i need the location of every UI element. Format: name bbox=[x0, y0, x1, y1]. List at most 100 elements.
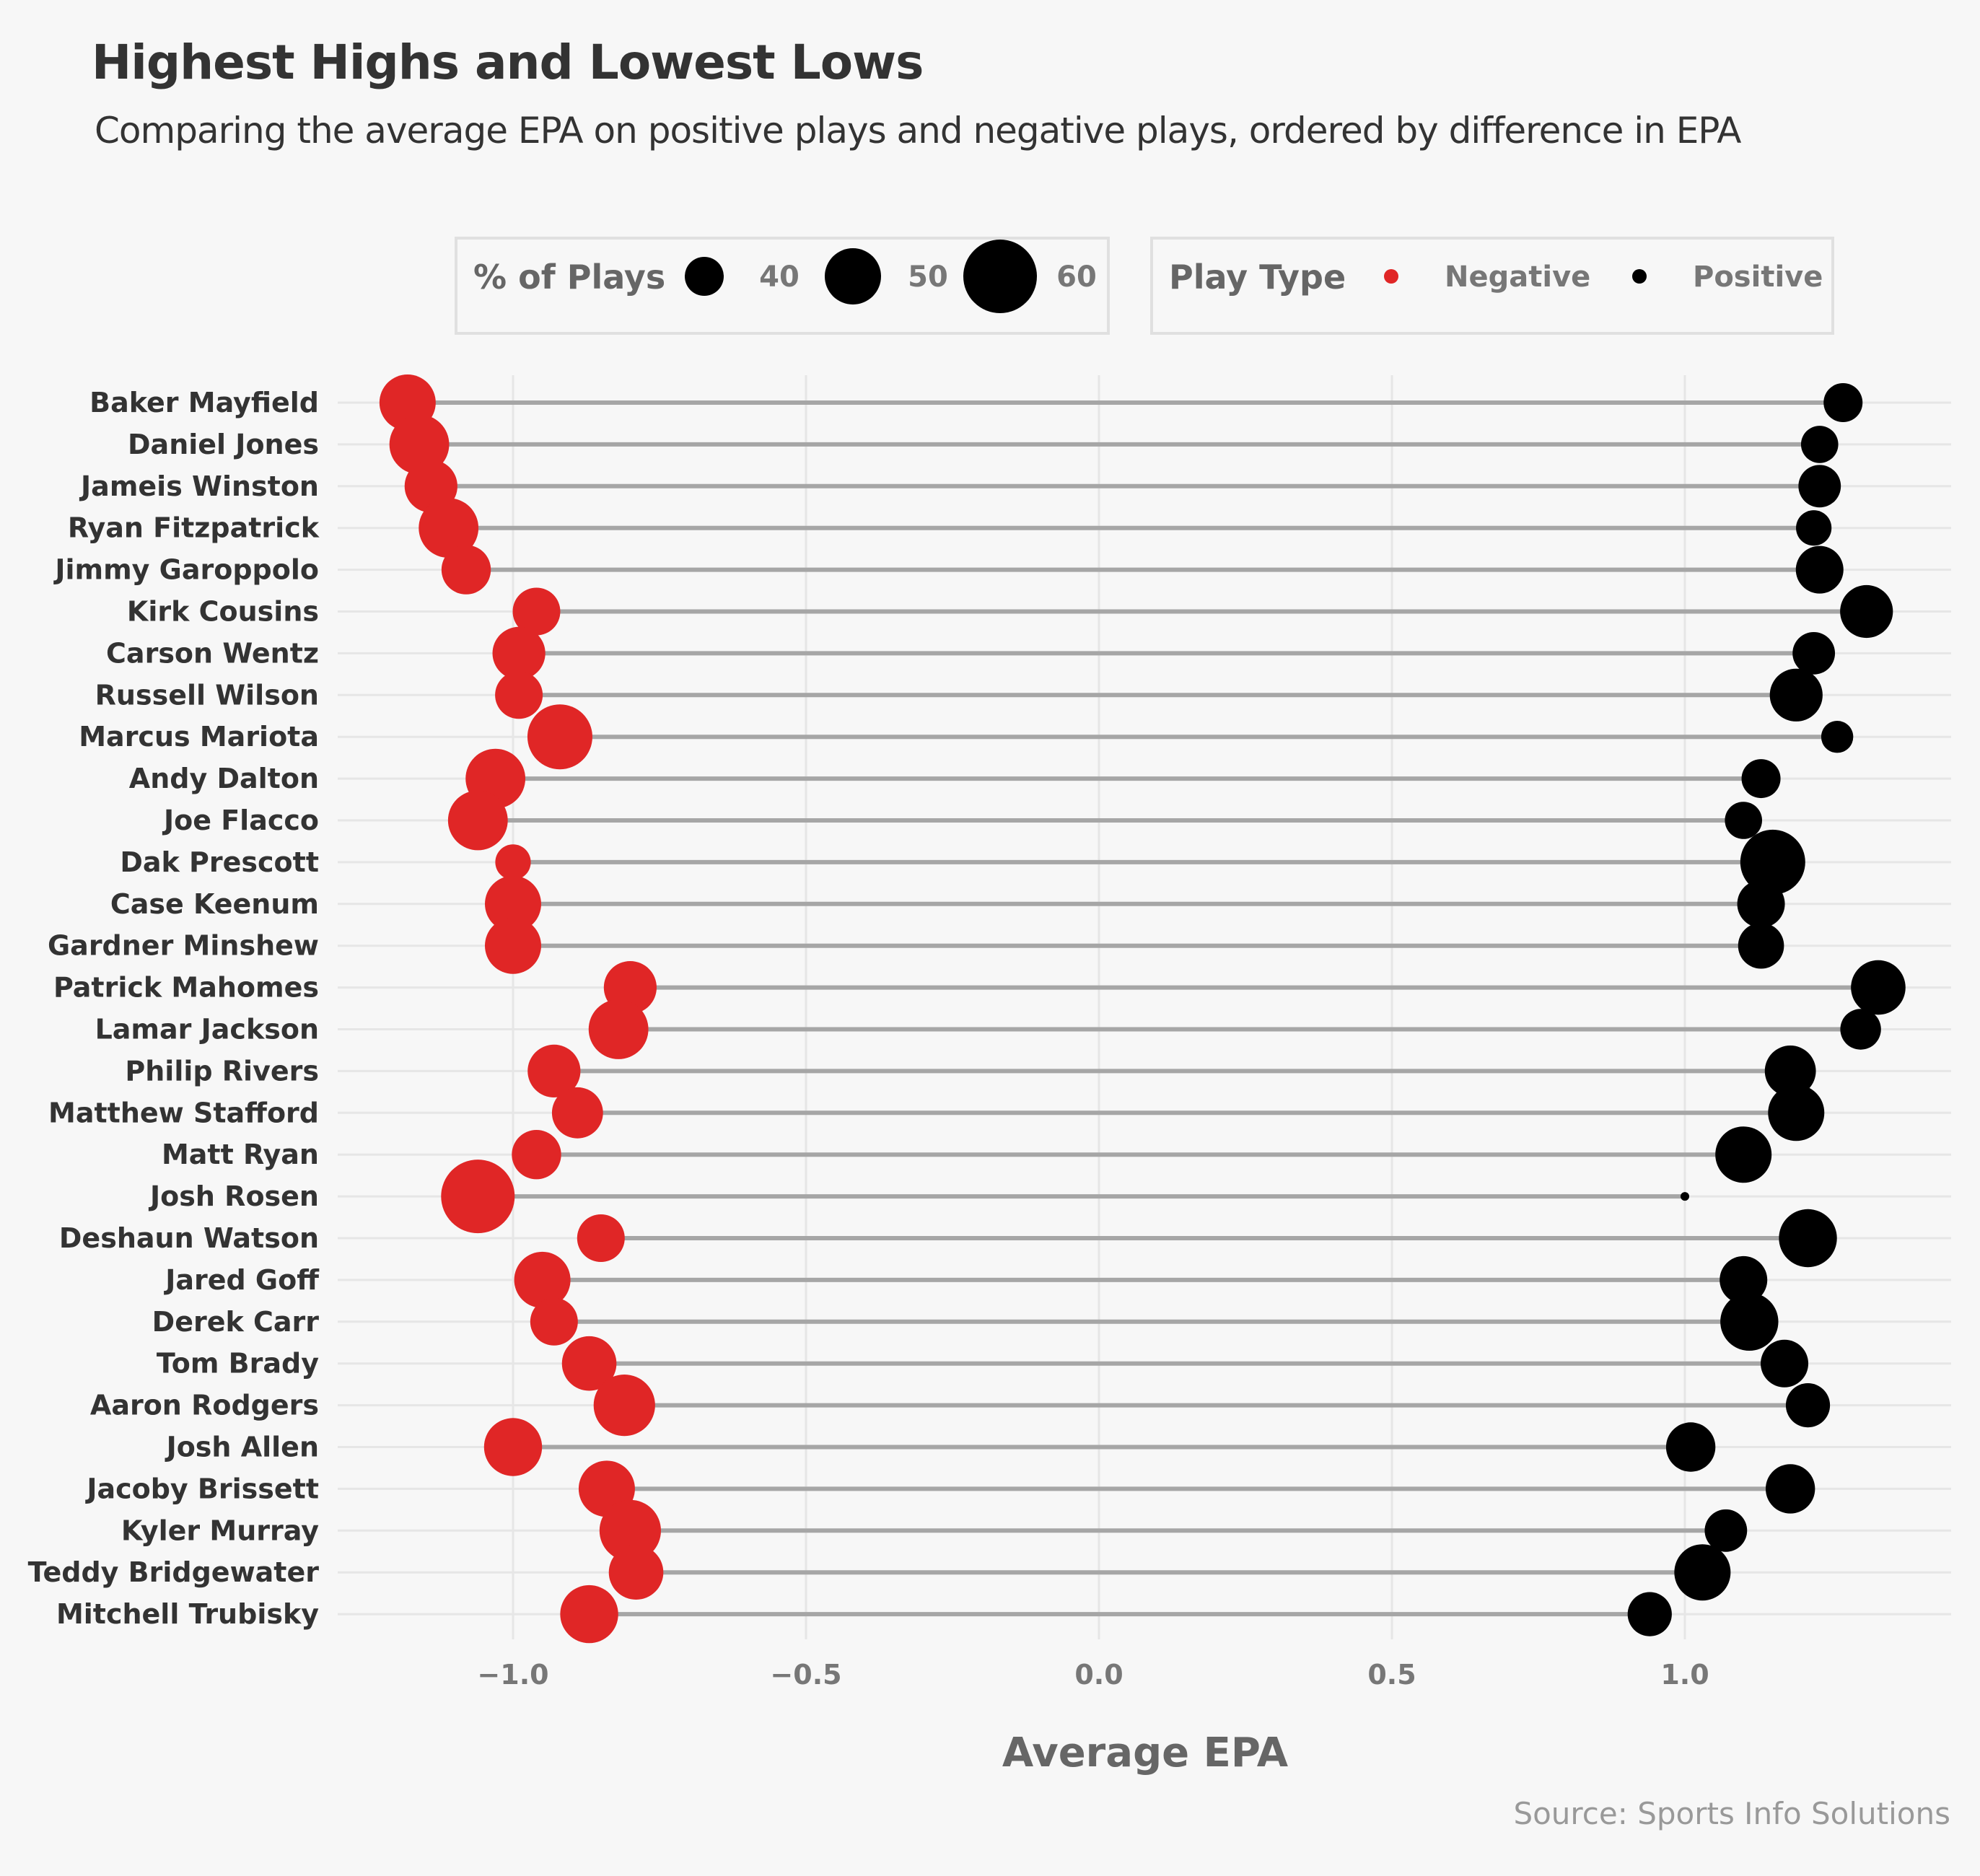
y-tick-label: Derek Carr bbox=[152, 1306, 320, 1338]
y-tick-label: Mitchell Trubisky bbox=[56, 1598, 319, 1630]
y-tick-label: Baker Mayfield bbox=[89, 387, 319, 418]
points-positive bbox=[1627, 383, 1906, 1636]
y-tick-label: Deshaun Watson bbox=[59, 1222, 319, 1254]
points-negative bbox=[379, 374, 664, 1644]
legend-size: % of Plays 40 50 60 bbox=[455, 237, 1110, 335]
y-tick-label: Matthew Stafford bbox=[48, 1097, 319, 1128]
point-positive bbox=[1737, 880, 1785, 928]
point-negative bbox=[485, 917, 541, 974]
point-negative bbox=[495, 671, 543, 719]
legend-size-title: % of Plays bbox=[473, 258, 665, 297]
point-positive bbox=[1738, 922, 1784, 969]
legend-size-label: 60 bbox=[1056, 260, 1097, 294]
point-positive bbox=[1681, 1192, 1689, 1201]
point-negative bbox=[514, 1251, 571, 1308]
point-negative bbox=[441, 1160, 515, 1234]
source-caption: Source: Sports Info Solutions bbox=[1513, 1796, 1950, 1831]
y-tick-label: Gardner Minshew bbox=[48, 930, 319, 962]
point-negative bbox=[599, 1499, 662, 1561]
point-negative bbox=[512, 1130, 561, 1180]
point-negative bbox=[447, 790, 508, 851]
legend-color-frame bbox=[1150, 237, 1834, 335]
point-negative bbox=[512, 587, 561, 636]
y-tick-label: Aaron Rodgers bbox=[90, 1390, 319, 1421]
point-positive bbox=[1704, 1509, 1748, 1552]
legend-size-key bbox=[825, 248, 881, 304]
y-tick-label: Case Keenum bbox=[110, 888, 319, 920]
point-positive bbox=[1779, 1209, 1837, 1268]
point-positive bbox=[1665, 1422, 1716, 1472]
y-tick-label: Josh Allen bbox=[165, 1432, 319, 1463]
point-positive bbox=[1741, 759, 1781, 799]
point-negative bbox=[492, 626, 546, 680]
point-negative bbox=[530, 1297, 578, 1346]
y-tick-label: Kirk Cousins bbox=[127, 596, 319, 628]
y-tick-label: Dak Prescott bbox=[120, 846, 319, 878]
legend-color: Play Type Negative Positive bbox=[1150, 237, 1834, 335]
y-tick-label: Andy Dalton bbox=[129, 763, 319, 794]
y-tick-label: Jimmy Garoppolo bbox=[53, 554, 319, 586]
point-negative bbox=[588, 999, 649, 1059]
point-positive bbox=[1769, 668, 1823, 722]
point-negative bbox=[560, 1584, 618, 1644]
chart-subtitle: Comparing the average EPA on positive pl… bbox=[95, 110, 1741, 152]
y-tick-label: Kyler Murray bbox=[121, 1515, 319, 1546]
chart-title: Highest Highs and Lowest Lows bbox=[92, 35, 924, 90]
legend-size-key bbox=[963, 240, 1037, 313]
point-negative bbox=[483, 1418, 543, 1476]
x-axis-title: Average EPA bbox=[1002, 1730, 1289, 1776]
point-negative bbox=[608, 1545, 664, 1600]
point-negative bbox=[419, 498, 479, 558]
y-tick-label: Russell Wilson bbox=[95, 679, 319, 711]
y-tick-label: Philip Rivers bbox=[125, 1055, 319, 1087]
x-tick-label: 1.0 bbox=[1660, 1659, 1709, 1691]
point-positive bbox=[1840, 584, 1893, 639]
legend-size-key bbox=[685, 257, 724, 296]
y-tick-label: Jared Goff bbox=[163, 1264, 320, 1296]
x-tick-label: −1.0 bbox=[477, 1659, 548, 1691]
point-positive bbox=[1821, 721, 1854, 753]
y-tick-label: Jameis Winston bbox=[79, 470, 319, 502]
point-positive bbox=[1715, 1126, 1772, 1183]
point-negative bbox=[441, 545, 491, 595]
y-tick-label: Daniel Jones bbox=[128, 429, 319, 460]
y-tick-label: Lamar Jackson bbox=[95, 1014, 319, 1046]
y-tick-label: Jacoby Brissett bbox=[84, 1473, 319, 1504]
y-tick-label: Joe Flacco bbox=[162, 805, 319, 836]
point-negative bbox=[389, 414, 450, 475]
point-negative bbox=[527, 1044, 581, 1097]
point-negative bbox=[593, 1375, 655, 1437]
legend-color-label: Positive bbox=[1693, 260, 1823, 294]
y-tick-label: Marcus Mariota bbox=[79, 721, 319, 753]
x-tick-label: −0.5 bbox=[770, 1659, 841, 1691]
x-axis-labels: −1.0 −0.5 0.0 0.5 1.0 bbox=[477, 1659, 1709, 1691]
legend-size-label: 40 bbox=[759, 260, 800, 294]
y-tick-label: Tom Brady bbox=[157, 1348, 319, 1380]
point-positive bbox=[1765, 1464, 1815, 1514]
segments bbox=[407, 400, 1878, 1617]
y-axis-labels: Baker Mayfield Daniel Jones Jameis Winston… bbox=[28, 387, 320, 1630]
point-positive bbox=[1823, 383, 1863, 422]
y-tick-label: Josh Rosen bbox=[148, 1180, 319, 1212]
legend-size-label: 50 bbox=[908, 260, 948, 294]
point-negative bbox=[577, 1214, 625, 1262]
point-positive bbox=[1851, 960, 1906, 1015]
point-positive bbox=[1720, 1255, 1768, 1304]
y-tick-label: Ryan Fitzpatrick bbox=[68, 512, 320, 544]
point-positive bbox=[1725, 802, 1762, 839]
point-positive bbox=[1761, 1339, 1809, 1388]
point-negative bbox=[485, 875, 541, 932]
point-positive bbox=[1720, 1292, 1779, 1351]
point-positive bbox=[1768, 1084, 1825, 1141]
legend-size-frame bbox=[455, 237, 1110, 335]
legend-color-key bbox=[1384, 269, 1398, 284]
legend-color-label: Negative bbox=[1445, 260, 1590, 294]
point-positive bbox=[1795, 545, 1844, 594]
x-tick-label: 0.0 bbox=[1074, 1659, 1123, 1691]
point-positive bbox=[1627, 1592, 1672, 1636]
y-tick-label: Matt Ryan bbox=[162, 1139, 319, 1170]
y-tick-label: Patrick Mahomes bbox=[53, 972, 319, 1004]
point-positive bbox=[1840, 1009, 1881, 1050]
point-positive bbox=[1798, 465, 1841, 508]
